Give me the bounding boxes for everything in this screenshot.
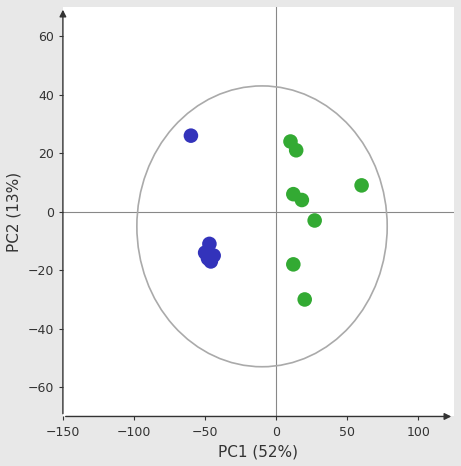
Point xyxy=(210,252,218,259)
Point xyxy=(311,217,319,224)
Point xyxy=(187,132,195,139)
Point xyxy=(206,240,213,247)
Y-axis label: PC2 (13%): PC2 (13%) xyxy=(7,171,22,252)
Point xyxy=(358,182,365,189)
Point xyxy=(287,138,294,145)
Point xyxy=(204,255,212,262)
Point xyxy=(298,196,306,204)
Point xyxy=(290,260,297,268)
Point xyxy=(207,258,214,265)
Point xyxy=(301,296,308,303)
Point xyxy=(201,249,209,256)
Point xyxy=(292,146,300,154)
X-axis label: PC1 (52%): PC1 (52%) xyxy=(219,444,298,459)
Point xyxy=(290,191,297,198)
